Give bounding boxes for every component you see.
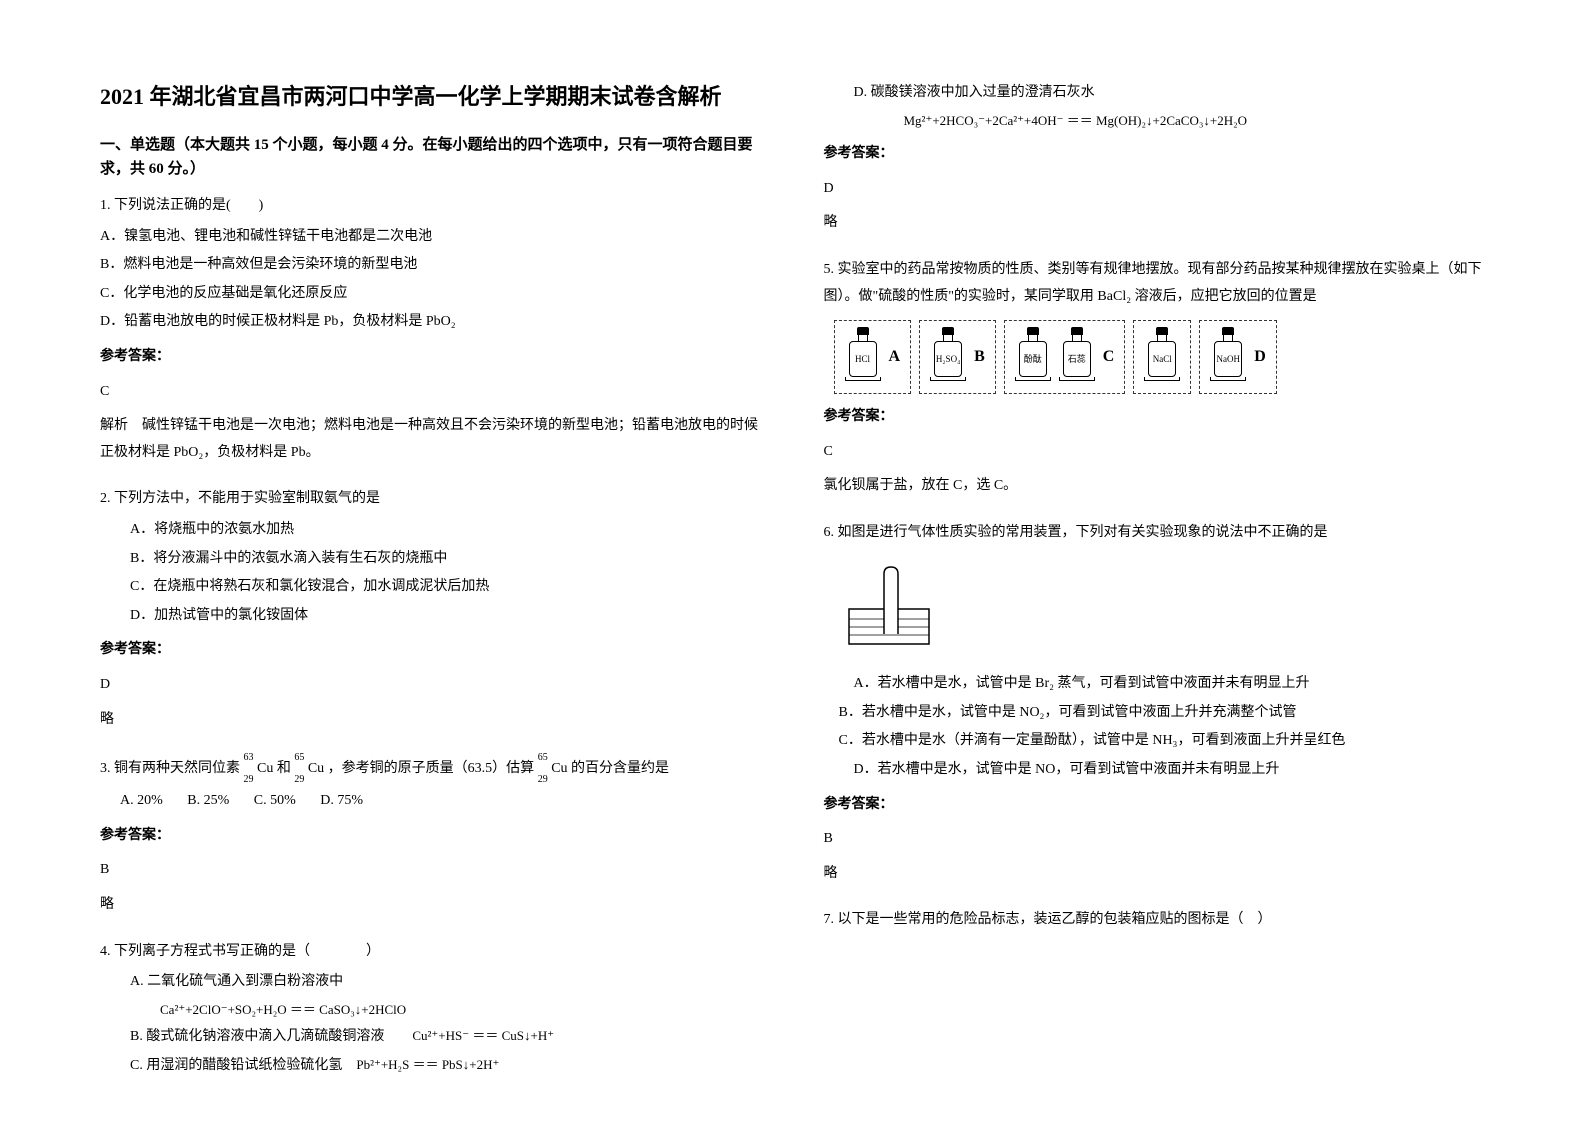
bottle-group-3: 酚酞 石蕊 C [1004,320,1126,394]
q3-answer-label: 参考答案： [100,823,764,850]
q3-explanation: 略 [100,892,764,919]
q5-answer-label: 参考答案： [824,404,1488,431]
q1-answer-label: 参考答案： [100,344,764,371]
q2-option-b: B．将分液漏斗中的浓氨水滴入装有生石灰的烧瓶中 [130,546,764,573]
q3-stem: 3. 铜有两种天然同位素 63 29 Cu 和 65 29 Cu ，参考铜的原子… [100,753,764,784]
bottle-group-2: H₂SO₄ B [919,320,996,394]
q5-answer: C [824,439,1488,466]
q4-stem: 4. 下列离子方程式书写正确的是（ ） [100,939,764,966]
question-1: 1. 下列说法正确的是( ) A．镍氢电池、锂电池和碱性锌锰干电池都是二次电池 … [100,193,764,476]
q4-explanation: 略 [824,210,1488,237]
q6-answer: B [824,826,1488,853]
q5-stem: 5. 实验室中的药品常按物质的性质、类别等有规律地摆放。现有部分药品按某种规律摆… [824,257,1488,310]
q4-option-c: C. 用湿润的醋酸铅试纸检验硫化氢 Pb²⁺+H₂S ＝＝ PbS↓+2H⁺ [130,1053,764,1080]
q6-stem: 6. 如图是进行气体性质实验的常用装置，下列对有关实验现象的说法中不正确的是 [824,520,1488,547]
right-column: D. 碳酸镁溶液中加入过量的澄清石灰水 Mg²⁺+2HCO₃⁻+2Ca²⁺+4O… [824,80,1488,1082]
q3-stem-prefix: 3. 铜有两种天然同位素 [100,761,244,776]
q4-option-c-label: C. 用湿润的醋酸铅试纸检验硫化氢 [130,1058,342,1073]
q3-iso3-bot: 29 [538,774,548,785]
question-5: 5. 实验室中的药品常按物质的性质、类别等有规律地摆放。现有部分药品按某种规律摆… [824,257,1488,510]
q3-option-c: C. 50% [254,793,296,808]
q3-options: A. 20% B. 25% C. 50% D. 75% [120,788,764,815]
bottle-h2so4-label: H₂SO₄ [934,341,962,377]
q7-stem: 7. 以下是一些常用的危险品标志，装运乙醇的包装箱应贴的图标是（ ） [824,907,1488,934]
bottle-nacl-label: NaCl [1148,341,1176,377]
q6-option-d: D．若水槽中是水，试管中是 NO，可看到试管中液面并未有明显上升 [854,757,1488,784]
q3-answer: B [100,857,764,884]
bottle-litmus: 石蕊 [1057,327,1097,387]
q3-option-d: D. 75% [320,793,363,808]
q2-option-d: D．加热试管中的氯化铵固体 [130,603,764,630]
q6-option-b: B．若水槽中是水，试管中是 NO₂，可看到试管中液面上升并充满整个试管 [839,700,1488,727]
left-column: 2021 年湖北省宜昌市两河口中学高一化学上学期期末试卷含解析 一、单选题（本大… [100,80,764,1082]
q3-iso1-top: 63 [244,752,254,763]
q2-answer-label: 参考答案： [100,637,764,664]
section-header: 一、单选题（本大题共 15 个小题，每小题 4 分。在每小题给出的四个选项中，只… [100,133,764,181]
q4-option-a-eq: Ca²⁺+2ClO⁻+SO₂+H₂O ＝＝ CaSO₃↓+2HClO [160,998,764,1023]
question-4-continued: D. 碳酸镁溶液中加入过量的澄清石灰水 Mg²⁺+2HCO₃⁻+2Ca²⁺+4O… [824,80,1488,247]
q4-option-a-label: A. 二氧化硫气通入到漂白粉溶液中 [130,969,764,996]
bottle-phenolphthalein: 酚酞 [1013,327,1053,387]
q6-diagram [844,559,1488,660]
q5-explanation: 氯化钡属于盐，放在 C，选 C。 [824,473,1488,500]
label-b: B [974,342,985,372]
label-a: A [889,342,901,372]
question-7: 7. 以下是一些常用的危险品标志，装运乙醇的包装箱应贴的图标是（ ） [824,907,1488,938]
bottle-h2so4: H₂SO₄ [928,327,968,387]
q3-option-b: B. 25% [187,793,229,808]
bottle-phenol-label: 酚酞 [1019,341,1047,377]
bottle-group-4: NaCl [1133,320,1191,394]
q4-option-c-eq: Pb²⁺+H₂S ＝＝ PbS↓+2H⁺ [356,1057,499,1072]
document-title: 2021 年湖北省宜昌市两河口中学高一化学上学期期末试卷含解析 [100,80,764,113]
q6-option-c: C．若水槽中是水（并滴有一定量酚酞），试管中是 NH₃，可看到液面上升并呈红色 [839,728,1488,755]
question-4: 4. 下列离子方程式书写正确的是（ ） A. 二氧化硫气通入到漂白粉溶液中 Ca… [100,939,764,1082]
bottle-hcl-label: HCl [849,341,877,377]
bottle-hcl: HCl [843,327,883,387]
q2-answer: D [100,672,764,699]
q4-option-b-label: B. 酸式硫化钠溶液中滴入几滴硫酸铜溶液 [130,1029,384,1044]
bottle-litmus-label: 石蕊 [1063,341,1091,377]
q1-explanation: 解析 碱性锌锰干电池是一次电池；燃料电池是一种高效且不会污染环境的新型电池；铅蓄… [100,413,764,466]
q1-option-c: C．化学电池的反应基础是氧化还原反应 [100,281,764,308]
q3-option-a: A. 20% [120,793,163,808]
q3-iso1-bot: 29 [244,774,254,785]
q2-stem: 2. 下列方法中，不能用于实验室制取氨气的是 [100,486,764,513]
question-6: 6. 如图是进行气体性质实验的常用装置，下列对有关实验现象的说法中不正确的是 A… [824,520,1488,897]
q1-answer: C [100,379,764,406]
q4-answer: D [824,176,1488,203]
q3-iso3-top: 65 [538,752,548,763]
question-2: 2. 下列方法中，不能用于实验室制取氨气的是 A．将烧瓶中的浓氨水加热 B．将分… [100,486,764,743]
q1-stem: 1. 下列说法正确的是( ) [100,193,764,220]
q4-option-d-label: D. 碳酸镁溶液中加入过量的澄清石灰水 [854,80,1488,107]
bottle-group-5: NaOH D [1199,320,1277,394]
q6-explanation: 略 [824,861,1488,888]
bottle-group-1: HCl A [834,320,912,394]
q3-stem-mid: Cu ，参考铜的原子质量（63.5）估算 [308,761,538,776]
q4-option-b: B. 酸式硫化钠溶液中滴入几滴硫酸铜溶液 Cu²⁺+HS⁻ ＝＝ CuS↓+H⁺ [130,1024,764,1051]
q4-answer-label: 参考答案： [824,141,1488,168]
q2-option-c: C．在烧瓶中将熟石灰和氯化铵混合，加水调成泥状后加热 [130,574,764,601]
label-d: D [1254,342,1266,372]
q3-iso-mid: Cu 和 [257,761,294,776]
q4-option-d-eq: Mg²⁺+2HCO₃⁻+2Ca²⁺+4OH⁻ ＝＝ Mg(OH)₂↓+2CaCO… [904,109,1488,134]
label-c: C [1103,342,1115,372]
question-3: 3. 铜有两种天然同位素 63 29 Cu 和 65 29 Cu ，参考铜的原子… [100,753,764,928]
q3-iso2-bot: 29 [294,774,304,785]
q2-explanation: 略 [100,707,764,734]
bottle-naoh-label: NaOH [1214,341,1242,377]
q5-diagram: HCl A H₂SO₄ B 酚酞 [824,320,1488,394]
q1-option-b: B．燃料电池是一种高效但是会污染环境的新型电池 [100,252,764,279]
q2-option-a: A．将烧瓶中的浓氨水加热 [130,517,764,544]
bottle-naoh: NaOH [1208,327,1248,387]
q6-option-a: A．若水槽中是水，试管中是 Br₂ 蒸气，可看到试管中液面并未有明显上升 [854,671,1488,698]
q3-iso2-top: 65 [294,752,304,763]
q3-stem-suffix: Cu 的百分含量约是 [551,761,669,776]
q4-option-b-eq: Cu²⁺+HS⁻ ＝＝ CuS↓+H⁺ [412,1028,554,1043]
q1-option-a: A．镍氢电池、锂电池和碱性锌锰干电池都是二次电池 [100,224,764,251]
bottle-nacl: NaCl [1142,327,1182,387]
q1-option-d: D．铅蓄电池放电的时候正极材料是 Pb，负极材料是 PbO₂ [100,309,764,336]
q6-answer-label: 参考答案： [824,792,1488,819]
